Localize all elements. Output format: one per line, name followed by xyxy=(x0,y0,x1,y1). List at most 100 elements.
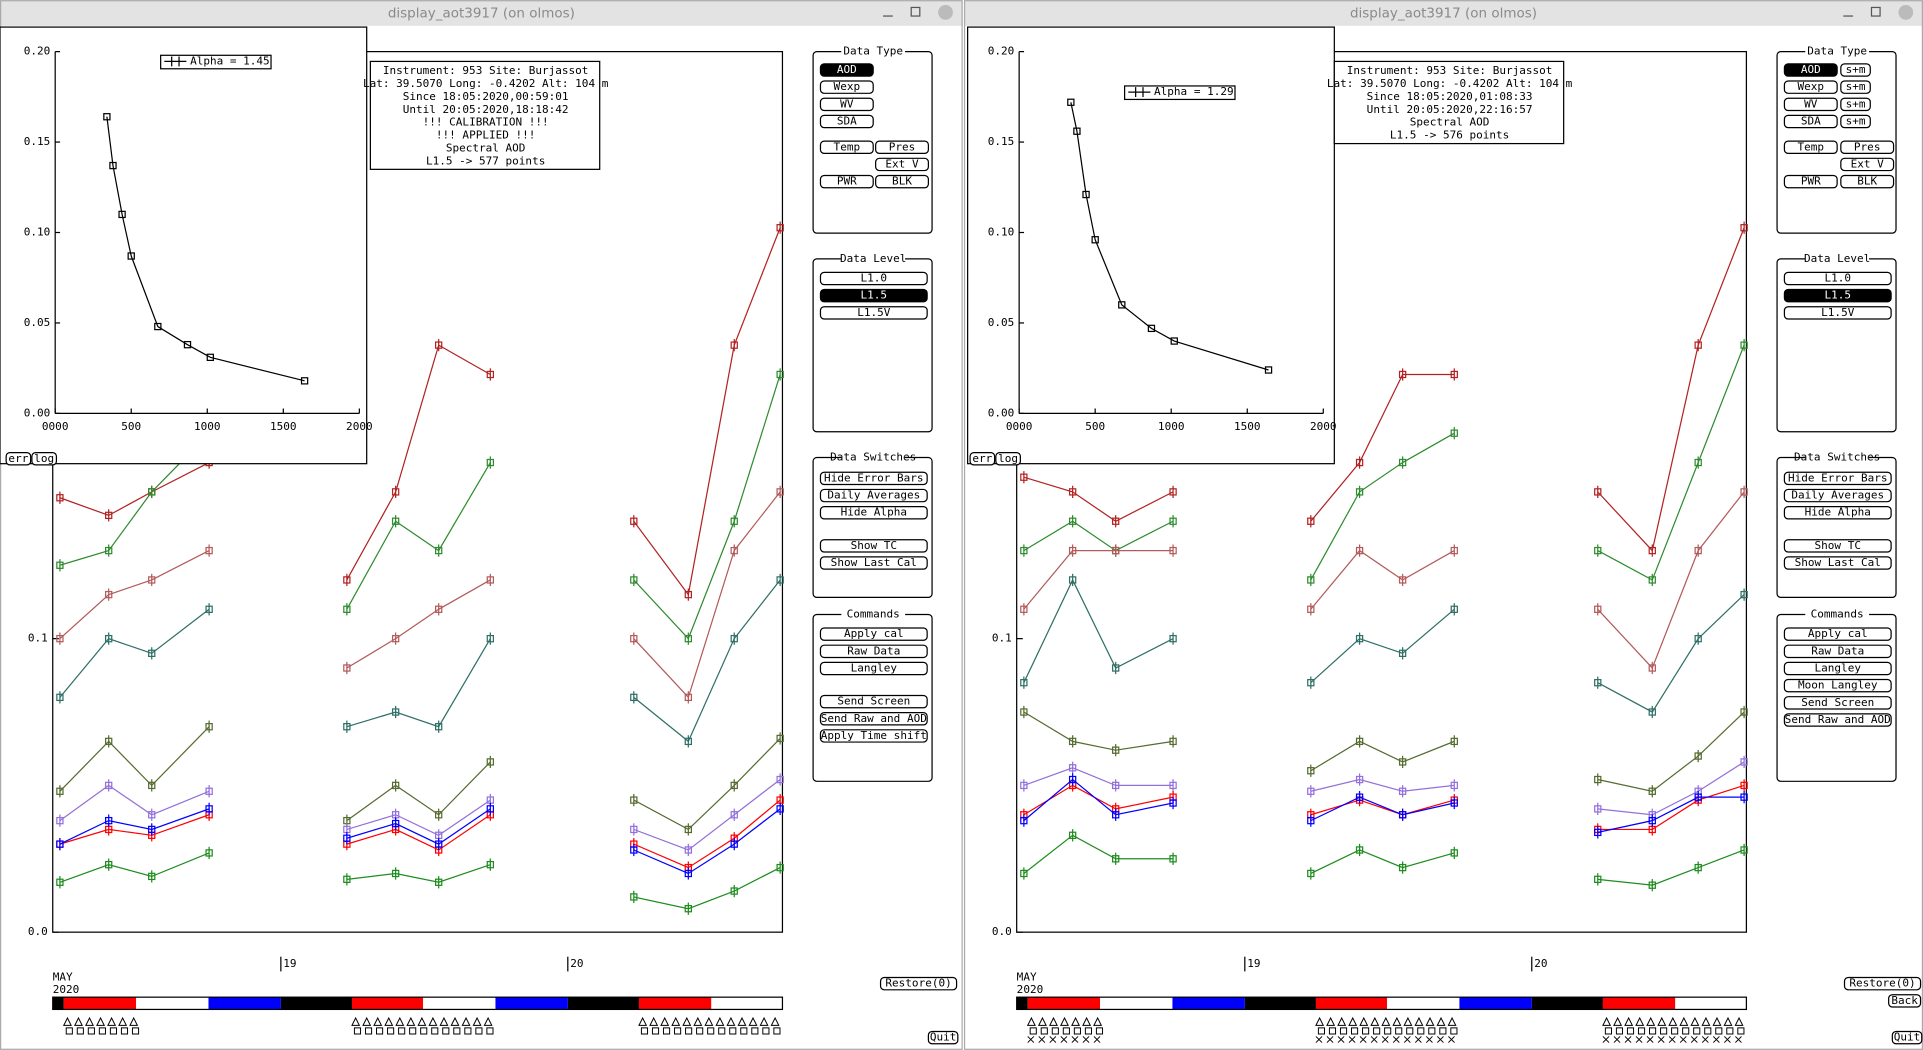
button-label: Apply cal xyxy=(1808,627,1868,640)
button[interactable] xyxy=(819,627,928,641)
button[interactable] xyxy=(819,114,874,129)
button[interactable] xyxy=(819,271,928,286)
button[interactable] xyxy=(819,694,928,709)
data-point xyxy=(1648,546,1656,555)
button[interactable] xyxy=(1783,696,1892,710)
button[interactable] xyxy=(819,729,928,743)
inset-y-tick-label: 0.10 xyxy=(988,226,1015,239)
button[interactable] xyxy=(819,140,874,155)
data-point xyxy=(435,723,443,731)
button-label: Show Last Cal xyxy=(1795,556,1881,569)
close-icon[interactable] xyxy=(938,5,953,20)
button[interactable] xyxy=(819,471,928,486)
button[interactable] xyxy=(879,976,958,991)
cal-marker xyxy=(406,1016,417,1035)
small-button[interactable] xyxy=(995,452,1021,466)
button[interactable] xyxy=(1783,505,1892,520)
button[interactable] xyxy=(1783,114,1838,129)
button[interactable] xyxy=(1783,63,1838,77)
panel-title-bg xyxy=(841,451,906,464)
button[interactable] xyxy=(1783,288,1892,303)
button[interactable] xyxy=(1783,678,1892,693)
inset-box xyxy=(0,26,368,465)
data-point xyxy=(684,825,693,834)
button[interactable] xyxy=(819,644,928,659)
small-button[interactable] xyxy=(31,452,58,466)
button[interactable] xyxy=(819,288,928,303)
data-point xyxy=(1398,863,1407,872)
button-label: Show TC xyxy=(1815,539,1861,552)
cal-marker xyxy=(1679,1016,1690,1035)
button[interactable] xyxy=(1843,976,1922,991)
data-point xyxy=(1648,787,1656,795)
y-tick-label: 0.1 xyxy=(992,632,1012,645)
button[interactable] xyxy=(1840,97,1871,112)
button[interactable] xyxy=(1783,539,1892,553)
data-point xyxy=(1020,708,1028,716)
button[interactable] xyxy=(1840,63,1871,77)
button[interactable] xyxy=(1783,661,1892,676)
info-line: Spectral AOD xyxy=(1410,116,1490,129)
data-point xyxy=(205,849,213,857)
button-label: SDA xyxy=(1801,115,1821,128)
button[interactable] xyxy=(819,174,874,189)
data-point xyxy=(1307,869,1315,878)
button[interactable] xyxy=(1840,157,1895,172)
panel-title: Commands xyxy=(847,608,900,621)
cal-marker xyxy=(1712,1016,1723,1035)
button[interactable] xyxy=(1840,80,1871,94)
button[interactable] xyxy=(1783,713,1892,727)
data-point xyxy=(1169,781,1177,790)
button[interactable] xyxy=(1783,174,1838,189)
button[interactable] xyxy=(819,306,928,320)
data-point xyxy=(1740,488,1748,496)
button[interactable] xyxy=(875,174,930,189)
data-point xyxy=(1020,869,1028,878)
close-icon[interactable] xyxy=(1898,5,1914,20)
button[interactable] xyxy=(1783,627,1892,641)
data-point xyxy=(1450,781,1458,790)
button[interactable] xyxy=(875,140,930,155)
button[interactable] xyxy=(1783,488,1892,503)
button[interactable] xyxy=(819,97,874,112)
inset-y-tick-label: 0.15 xyxy=(988,135,1015,148)
cal-marker xyxy=(715,1016,726,1035)
panel-title: Data Type xyxy=(843,45,903,58)
data-point xyxy=(630,846,638,854)
button[interactable] xyxy=(819,63,874,77)
moon-marker xyxy=(1403,1036,1411,1043)
cal-marker xyxy=(671,1016,682,1035)
button[interactable] xyxy=(1783,471,1892,486)
data-point xyxy=(1648,664,1656,672)
button[interactable] xyxy=(1783,644,1892,659)
button[interactable] xyxy=(1888,994,1922,1008)
button[interactable] xyxy=(819,80,874,94)
button[interactable] xyxy=(1783,306,1892,320)
button-label: Wexp xyxy=(1798,80,1825,93)
button[interactable] xyxy=(1783,271,1892,286)
button[interactable] xyxy=(1783,80,1838,94)
panel-title: Data Switches xyxy=(830,451,916,464)
button[interactable] xyxy=(1783,97,1838,112)
button[interactable] xyxy=(1783,556,1892,570)
button[interactable] xyxy=(1840,140,1895,155)
timeline-segment xyxy=(63,997,137,1010)
button[interactable] xyxy=(819,661,928,676)
small-button[interactable] xyxy=(969,452,996,466)
data-point xyxy=(1169,737,1177,746)
button[interactable] xyxy=(927,1030,959,1045)
button[interactable] xyxy=(819,712,928,726)
small-button[interactable] xyxy=(5,452,32,466)
button[interactable] xyxy=(819,488,928,503)
button[interactable] xyxy=(1840,114,1871,129)
button[interactable] xyxy=(875,157,930,172)
button[interactable] xyxy=(819,539,928,553)
maximize-icon[interactable] xyxy=(910,6,921,17)
button[interactable] xyxy=(1840,174,1895,189)
button[interactable] xyxy=(819,556,928,570)
button[interactable] xyxy=(1891,1030,1923,1045)
maximize-icon[interactable] xyxy=(1870,6,1881,17)
data-point xyxy=(391,708,400,716)
button[interactable] xyxy=(819,505,928,520)
button[interactable] xyxy=(1783,140,1838,155)
